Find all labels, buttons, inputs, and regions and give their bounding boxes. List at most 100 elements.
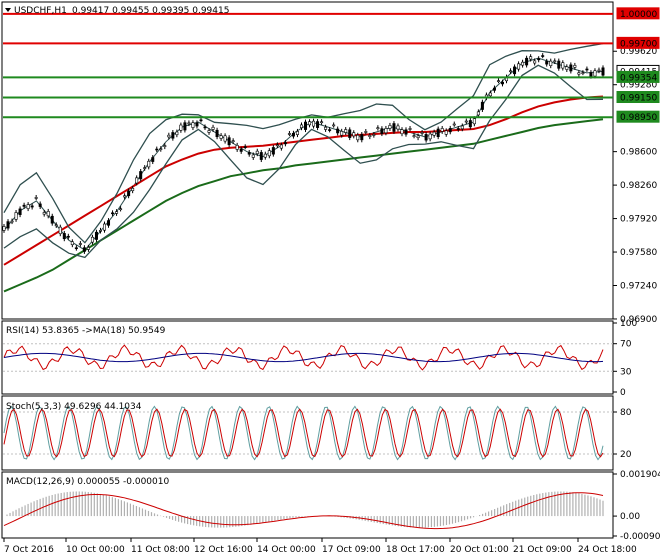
rsi-label: RSI(14) 53.8365 ->MA(18) 50.9549	[6, 326, 166, 336]
candle-body	[420, 132, 424, 134]
candle-body	[392, 123, 396, 132]
candle-body	[404, 129, 408, 135]
candle-body	[424, 134, 428, 141]
candle-body	[565, 66, 569, 70]
candle-body	[119, 208, 123, 210]
candle-body	[416, 135, 420, 138]
candle-body	[10, 220, 14, 223]
candle-body	[476, 111, 480, 116]
price-level-tag	[616, 70, 660, 83]
candle-body	[78, 243, 82, 245]
candle-body	[223, 135, 227, 142]
candle-body	[368, 135, 372, 137]
candle-body	[589, 72, 593, 77]
candle-body	[271, 147, 275, 155]
stoch-layer	[3, 405, 613, 461]
candle-body	[573, 65, 577, 68]
candle-body	[42, 212, 46, 215]
macd-tick-label: 0.001904	[620, 470, 660, 480]
rsi-tick-label: 30	[620, 367, 632, 377]
candle-body	[203, 126, 207, 129]
candle-body	[380, 128, 384, 134]
candle-body	[18, 208, 22, 215]
candle-body	[159, 148, 163, 150]
candle-body	[82, 247, 86, 252]
candle-body	[139, 171, 143, 180]
price-tick-label: 0.96900	[620, 315, 657, 325]
macd-label: MACD(12,26,9) 0.000055 -0.000010	[6, 477, 169, 487]
candle-body	[468, 120, 472, 128]
candle-body	[2, 226, 6, 231]
macd-layer	[3, 491, 604, 530]
candle-body	[356, 134, 360, 141]
candle-body	[577, 72, 581, 75]
candle-body	[360, 134, 364, 141]
candle-body	[94, 231, 98, 240]
candle-body	[147, 160, 151, 168]
candle-body	[231, 140, 235, 143]
price-layer	[2, 12, 613, 293]
axis-layer: 0.99620 0.99280 0.98600 0.98260 0.97920 0.975…	[3, 7, 660, 555]
macd-tick-label: 0.00	[620, 512, 640, 522]
candle-body	[308, 121, 312, 126]
candle-body	[123, 195, 127, 198]
candle-body	[211, 126, 215, 130]
dropdown-arrow-icon[interactable]	[5, 8, 11, 12]
candle-body	[412, 135, 416, 137]
candle-body	[569, 64, 573, 72]
candle-body	[295, 131, 299, 135]
time-tick-label: 10 Oct 00:00	[66, 545, 125, 555]
candle-body	[30, 205, 34, 208]
candle-body	[54, 224, 58, 227]
time-tick-label: 12 Oct 16:00	[194, 545, 253, 555]
rsi-line	[3, 344, 604, 371]
price-level-label: 0.99354	[620, 73, 657, 83]
candle-body	[340, 130, 344, 136]
candle-body	[14, 212, 18, 220]
time-tick-label: 11 Oct 08:00	[131, 545, 190, 555]
symbol-timeframe: USDCHF,H1	[14, 6, 67, 16]
candle-body	[496, 80, 500, 82]
candle-body	[312, 120, 316, 127]
rsi-ma-line	[3, 352, 604, 363]
candle-body	[131, 188, 135, 192]
ohlc-values: 0.99417 0.99455 0.99395 0.99415	[72, 6, 229, 16]
candle-body	[601, 67, 605, 76]
price-tick-label: 0.97580	[620, 248, 657, 258]
candle-body	[316, 121, 320, 128]
bollinger-band-line	[3, 64, 604, 259]
stoch-tick-label: 20	[620, 450, 632, 460]
candle-body	[183, 122, 187, 131]
candle-body	[103, 223, 107, 231]
candle-body	[235, 144, 239, 150]
candle-body	[58, 226, 62, 235]
candle-body	[541, 55, 545, 57]
candle-body	[191, 122, 195, 128]
time-tick-label: 17 Oct 09:00	[322, 545, 381, 555]
price-tick-label: 0.98600	[620, 148, 657, 158]
candle-body	[74, 247, 78, 250]
candle-body	[151, 157, 155, 162]
candle-body	[46, 211, 50, 217]
candle-body	[593, 70, 597, 77]
candle-body	[175, 131, 179, 136]
candle-body	[581, 72, 585, 74]
candle-body	[545, 61, 549, 65]
candle-body	[304, 121, 308, 130]
price-level-tag	[616, 91, 660, 104]
candle-body	[187, 122, 191, 125]
candle-body	[86, 247, 90, 250]
price-series-line	[3, 95, 604, 266]
candle-body	[263, 153, 267, 158]
candle-body	[291, 132, 295, 137]
candle-body	[364, 131, 368, 133]
candle-body	[171, 132, 175, 139]
candle-body	[513, 66, 517, 75]
candle-body	[500, 81, 504, 85]
candle-body	[561, 62, 565, 69]
candle-body	[215, 129, 219, 138]
candle-body	[267, 150, 271, 157]
candle-body	[376, 127, 380, 130]
candle-body	[533, 60, 537, 64]
